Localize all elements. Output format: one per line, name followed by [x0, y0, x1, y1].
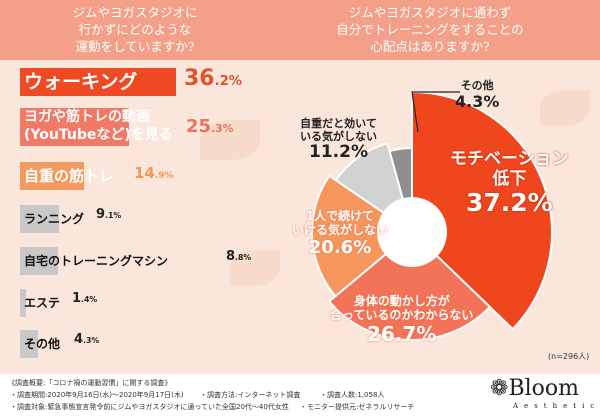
bar [20, 247, 58, 275]
bloom-logo: ❁Bloom [490, 376, 579, 401]
survey-period: ・調査期間:2020年9月16日(水)〜2020年9月17日(木) [10, 391, 184, 399]
bar-value: 9 [96, 207, 106, 222]
bar-value-label: 8.8% [226, 249, 251, 264]
bar [20, 162, 85, 190]
pie-category: 自重だと効いて いる気がしない [300, 117, 377, 143]
survey-provider: ・モニター提供元:ゼネラルリサーチ [300, 403, 415, 411]
bar-value-decimal: .4% [81, 295, 98, 304]
bar-value: 25 [186, 116, 212, 137]
pie-hole [378, 198, 446, 266]
bar-label-line: ウォーキング [24, 71, 138, 93]
pie-value: 4.3% [455, 91, 500, 111]
pie-value: 11.2% [309, 142, 368, 163]
bar-label-line: エステ [24, 296, 61, 310]
bar-value-decimal: .9% [154, 171, 174, 181]
bar-value-label: 25.3% [186, 116, 234, 137]
question-left: ジムやヨガスタジオに 行かずにどのような 運動をしていますか? [72, 5, 198, 54]
bar-label-line: ヨガや筋トレの動画 [24, 109, 150, 125]
footer: 《調査概要:「コロナ禍の運動習慣」に関する調査》 ・調査期間:2020年9月16… [0, 374, 600, 416]
bar-label: ヨガや筋トレの動画 (YouTubeなど)を見る [24, 108, 173, 144]
bar-value-label: 9.1% [96, 207, 121, 222]
bar-label: 自宅のトレーニングマシン [24, 247, 168, 275]
question-right: ジムやヨガスタジオに通わず 自分でトレーニングをすることの 心配点はありますか? [336, 5, 524, 54]
survey-target: ・調査対象:緊急事態宣言発令前にジムやヨガスタジオに通っていた全国20代〜40代… [10, 403, 289, 411]
pie-value: 26.7% [367, 321, 437, 346]
bar-value-label: 36.2% [184, 66, 242, 91]
bar-label-line: その他 [24, 337, 61, 351]
survey-title: 《調査概要:「コロナ禍の運動習慣」に関する調査》 [8, 379, 172, 387]
bar-value-decimal: .1% [105, 211, 122, 220]
bar-label: ウォーキング [24, 68, 137, 96]
pie-label: 1人で続けて いける気がしない 20.6% [292, 209, 389, 258]
pie-label: モチベーション 低下 37.2% [450, 149, 569, 218]
bar-label-line: 自重の筋トレ [24, 167, 115, 185]
leaf-decoration [540, 90, 590, 126]
pie-category: その他 [460, 79, 494, 92]
bar [20, 205, 60, 233]
bar-label: その他 [24, 330, 60, 358]
logo-text: Bloom [508, 376, 579, 401]
pie-category: 身体の動かし方が 合っているのかわからない [330, 294, 474, 322]
bar-label-line: ランニング [24, 212, 85, 226]
bar-value-decimal: .8% [235, 253, 252, 262]
bar-value-decimal: .3% [83, 336, 100, 345]
bar-label-line: (YouTubeなど)を見る [24, 127, 173, 143]
bar-label: ランニング [24, 205, 84, 233]
bar-value: 36 [184, 66, 215, 91]
bar-label: 自重の筋トレ [24, 162, 114, 190]
bar [20, 289, 27, 317]
bar-value: 4 [74, 332, 84, 347]
header-band: ジムやヨガスタジオに 行かずにどのような 運動をしていますか? ジムやヨガスタジ… [0, 0, 600, 60]
survey-method: ・調査方法:インターネット調査 [200, 391, 301, 399]
bar-value-decimal: .3% [211, 122, 234, 135]
bar-value: 1 [72, 291, 82, 306]
pie-category: モチベーション 低下 [450, 149, 569, 189]
pie-value: 20.6% [308, 236, 372, 258]
bar-value-label: 4.3% [74, 332, 99, 347]
pie-label: 身体の動かし方が 合っているのかわからない 26.7% [330, 294, 474, 346]
leader-line [411, 91, 460, 133]
bar [20, 330, 39, 358]
pie-label: 自重だと効いて いる気がしない 11.2% [300, 117, 377, 163]
sample-size-note: (n=296人) [548, 352, 590, 361]
pie-label: その他 4.3% [455, 79, 500, 111]
bar-value-label: 14.9% [134, 164, 174, 182]
bar [20, 108, 129, 146]
leaf-decoration [230, 250, 280, 286]
leaf-decoration [200, 120, 260, 160]
bar [20, 68, 176, 96]
bar-label: エステ [24, 289, 60, 317]
bar-value: 14 [134, 164, 155, 182]
bar-value-label: 1.4% [72, 291, 97, 306]
survey-count: ・調査人数:1,058人 [320, 391, 385, 399]
logo-subtitle: Aesthetic [513, 402, 600, 410]
bar-label-line: 自宅のトレーニングマシン [24, 254, 169, 268]
pie-chart [311, 90, 553, 341]
bar-value-decimal: .2% [214, 74, 243, 89]
bar-value: 8 [226, 249, 236, 264]
pie-category: 1人で続けて いける気がしない [292, 209, 389, 237]
pie-value: 37.2% [465, 188, 553, 218]
